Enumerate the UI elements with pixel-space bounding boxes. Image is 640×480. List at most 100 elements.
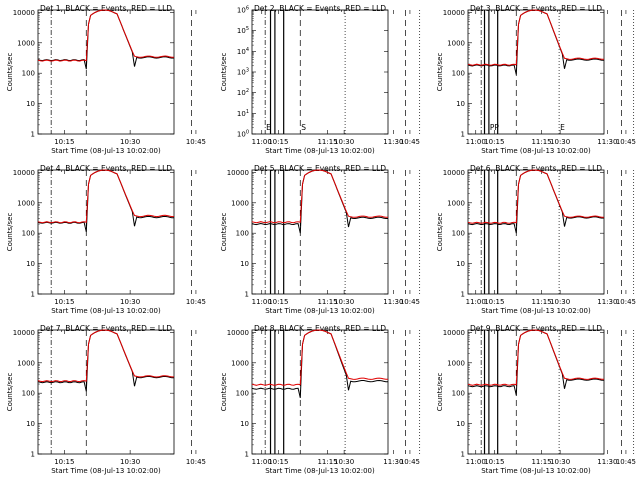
panel-det-9: Det 9, BLACK = Events, RED = LLD 1 10 100 10… (436, 324, 636, 475)
plot-frame (37, 169, 175, 295)
x-tick-label: 10:15 (484, 138, 504, 146)
y-tick-label: 1000 (447, 359, 465, 367)
y-tick-label: 1 (31, 131, 35, 139)
event-marker-label: PP (490, 123, 500, 132)
x-axis-label: Start Time (08-Jul-13 10:02:00) (51, 147, 161, 155)
panel-det-5: Det 5, BLACK = Events, RED = LLD 1 10 100 10… (220, 164, 635, 315)
y-tick-label: 1000 (447, 199, 465, 207)
x-tick-label: 11:30 (383, 138, 403, 146)
series-lld-line (37, 329, 174, 383)
series-events-line (251, 169, 388, 234)
y-tick-label: 1 (245, 451, 249, 459)
x-tick-label: 10:45 (400, 458, 420, 466)
panel-title: Det 7, BLACK = Events, RED = LLD (40, 324, 172, 333)
plot-frame (37, 329, 175, 455)
series-lld-line (467, 9, 604, 66)
x-tick-label: 11:30 (597, 138, 617, 146)
y-tick-label: 104 (237, 47, 249, 56)
x-axis-label: Start Time (08-Jul-13 10:02:00) (51, 307, 161, 315)
x-tick-label: 11:15 (531, 458, 551, 466)
x-tick-label: 11:00 (466, 458, 486, 466)
x-axis-label: Start Time (08-Jul-13 10:02:00) (481, 147, 591, 155)
x-tick-label: 10:15 (54, 298, 74, 306)
y-axis-label: Counts/sec (6, 53, 14, 92)
panel-det-3: Det 3, BLACK = Events, RED = LLD 1 10 100 10… (436, 4, 636, 155)
y-tick-label: 100 (22, 70, 35, 78)
series-lld-line (37, 169, 175, 224)
panel-det-4: Det 4, BLACK = Events, RED = LLD 1 10 100 10… (6, 164, 421, 315)
x-tick-label: 11:00 (252, 138, 272, 146)
x-tick-label: 10:15 (268, 458, 288, 466)
y-tick-label: 10 (26, 260, 35, 268)
event-marker-label: E (266, 123, 271, 132)
y-tick-label: 1 (245, 291, 249, 299)
event-marker-label: E (560, 123, 565, 132)
x-tick-label: 10:45 (616, 298, 636, 306)
x-tick-label: 11:00 (466, 298, 486, 306)
x-tick-label: 10:30 (334, 138, 354, 146)
x-tick-label: 11:00 (466, 138, 486, 146)
y-tick-label: 10 (456, 420, 465, 428)
series-events-line (37, 329, 174, 392)
y-axis-label: Counts/sec (220, 213, 228, 252)
plot-frame (251, 9, 389, 135)
y-tick-label: 10000 (227, 329, 249, 337)
y-tick-label: 100 (22, 230, 35, 238)
y-tick-label: 10000 (443, 329, 465, 337)
x-tick-label: 10:30 (550, 138, 570, 146)
y-tick-label: 1000 (17, 39, 35, 47)
y-tick-label: 10000 (13, 329, 35, 337)
y-tick-label: 100 (236, 230, 249, 238)
x-tick-label: 10:45 (186, 138, 206, 146)
panel-title: Det 6, BLACK = Events, RED = LLD (470, 164, 602, 173)
x-tick-label: 10:15 (268, 298, 288, 306)
y-axis-label: Counts/sec (436, 213, 444, 252)
panel-det-8: Det 8, BLACK = Events, RED = LLD 1 10 100 10… (220, 324, 635, 475)
panel-title: Det 3, BLACK = Events, RED = LLD (470, 4, 602, 13)
event-marker-label: S (301, 123, 306, 132)
x-tick-label: 11:30 (597, 458, 617, 466)
y-tick-label: 1 (461, 291, 465, 299)
x-axis-label: Start Time (08-Jul-13 10:02:00) (265, 467, 375, 475)
plot-frame (251, 169, 389, 295)
y-tick-label: 100 (452, 230, 465, 238)
y-tick-label: 10 (456, 100, 465, 108)
x-tick-label: 11:30 (383, 298, 403, 306)
y-tick-label: 10000 (443, 169, 465, 177)
x-tick-label: 10:45 (616, 138, 636, 146)
x-tick-label: 10:30 (334, 298, 354, 306)
panel-det-1: Det 1, BLACK = Events, RED = LLD 1 10 100 10… (6, 4, 421, 155)
panel-det-6: Det 6, BLACK = Events, RED = LLD 1 10 100 10… (436, 164, 636, 315)
plot-frame (37, 9, 175, 135)
x-tick-label: 11:15 (317, 458, 337, 466)
x-tick-label: 10:30 (120, 138, 140, 146)
panel-title: Det 5, BLACK = Events, RED = LLD (254, 164, 386, 173)
y-tick-label: 10000 (13, 9, 35, 17)
y-tick-label: 100 (452, 390, 465, 398)
y-tick-label: 1000 (17, 199, 35, 207)
y-tick-label: 106 (237, 6, 249, 15)
x-tick-label: 10:45 (400, 298, 420, 306)
y-tick-label: 1000 (17, 359, 35, 367)
y-tick-label: 1 (461, 131, 465, 139)
x-tick-label: 11:00 (252, 298, 272, 306)
x-tick-label: 10:15 (54, 138, 74, 146)
y-tick-label: 1 (461, 451, 465, 459)
panel-title: Det 4, BLACK = Events, RED = LLD (40, 164, 172, 173)
x-tick-label: 10:45 (616, 458, 636, 466)
panel-title: Det 2, BLACK = Events, RED = LLD (254, 4, 386, 13)
plot-frame (251, 329, 389, 455)
y-tick-label: 1 (31, 291, 35, 299)
x-tick-label: 11:30 (383, 458, 403, 466)
x-tick-label: 10:30 (120, 298, 140, 306)
y-tick-label: 100 (22, 390, 35, 398)
y-tick-label: 102 (237, 88, 249, 97)
y-tick-label: 10 (456, 260, 465, 268)
x-tick-label: 10:30 (550, 458, 570, 466)
x-axis-label: Start Time (08-Jul-13 10:02:00) (481, 307, 591, 315)
series-lld-line (251, 329, 388, 386)
x-tick-label: 11:15 (531, 298, 551, 306)
panel-title: Det 1, BLACK = Events, RED = LLD (40, 4, 172, 13)
y-axis-label: Counts/sec (6, 373, 14, 412)
